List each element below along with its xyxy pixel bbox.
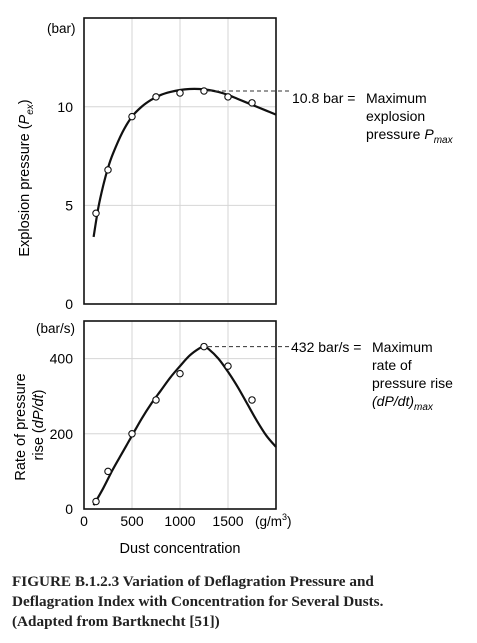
figure: (bar) Explosion pressure (Pex) 0 5 10 10.8… xyxy=(13,17,457,557)
bottom-chart: (bar/s) Rate of pressure rise (dP/dt) 0 2… xyxy=(13,320,457,557)
data-point xyxy=(224,93,232,101)
bottom-x-ticks: 0 500 1000 1500 xyxy=(80,513,244,529)
x-tick-label: 500 xyxy=(120,513,144,529)
data-point xyxy=(200,342,208,351)
data-point xyxy=(104,467,112,476)
top-data-points xyxy=(92,87,256,218)
figure-caption: FIGURE B.1.2.3 Variation of Deflagration… xyxy=(12,572,472,632)
top-y-axis-label: Explosion pressure (Pex) xyxy=(17,99,36,256)
bottom-y-unit: (bar/s) xyxy=(36,321,75,336)
top-fit-curve xyxy=(92,87,277,238)
top-grid xyxy=(84,18,276,304)
y-tick-label: 0 xyxy=(65,501,73,517)
y-tick-label: 400 xyxy=(50,351,74,367)
data-point xyxy=(152,396,160,404)
y-tick-label: 10 xyxy=(57,99,73,115)
bottom-grid xyxy=(84,321,276,509)
data-point xyxy=(248,99,256,107)
top-plot-frame xyxy=(83,17,277,305)
x-tick-label: 1000 xyxy=(164,513,195,529)
bottom-data-points xyxy=(92,342,256,506)
bottom-y-ticks: 0 200 400 xyxy=(50,351,74,517)
top-y-ticks: 0 5 10 xyxy=(57,99,73,312)
bottom-plot-frame xyxy=(83,320,277,510)
x-tick-label: 1500 xyxy=(212,513,243,529)
data-point xyxy=(128,112,136,121)
data-point xyxy=(248,396,256,404)
caption-line-2: Deflagration Index with Concentration fo… xyxy=(12,593,384,610)
bottom-y-axis-label: Rate of pressure rise (dP/dt) xyxy=(13,369,47,480)
bottom-annotation: 432 bar/s = Maximum rate of pressure rise… xyxy=(291,339,457,413)
top-annotation: 10.8 bar = Maximum explosion pressure Pma… xyxy=(292,90,454,146)
y-tick-label: 200 xyxy=(50,426,74,442)
y-tick-label: 5 xyxy=(65,197,73,213)
data-point xyxy=(92,497,100,506)
data-point xyxy=(152,93,160,101)
bottom-fit-curve xyxy=(92,345,277,506)
top-y-unit: (bar) xyxy=(47,21,76,36)
data-point xyxy=(92,209,100,218)
data-point xyxy=(128,430,136,438)
y-tick-label: 0 xyxy=(65,296,73,312)
top-chart: (bar) Explosion pressure (Pex) 0 5 10 10.8… xyxy=(17,17,454,312)
data-point xyxy=(176,89,184,97)
caption-line-3: (Adapted from Bartknecht [51]) xyxy=(12,613,220,630)
data-point xyxy=(200,87,208,95)
data-point xyxy=(104,166,112,174)
data-point xyxy=(176,369,184,378)
caption-line-1: FIGURE B.1.2.3 Variation of Deflagration… xyxy=(12,573,374,590)
data-point xyxy=(224,362,232,370)
bottom-x-unit: (g/m3) xyxy=(255,512,292,529)
x-axis-label: Dust concentration xyxy=(120,541,241,557)
x-tick-label: 0 xyxy=(80,513,88,529)
